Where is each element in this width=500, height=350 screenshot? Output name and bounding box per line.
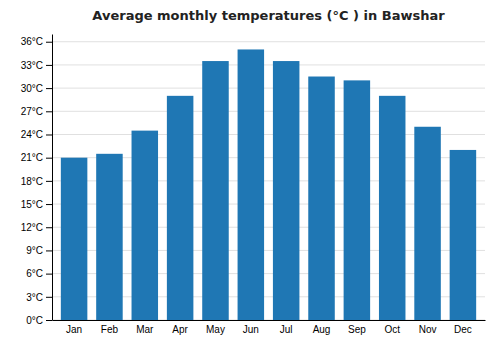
y-tick: 12°C <box>21 222 52 233</box>
x-axis-line <box>53 320 486 321</box>
x-tick: Feb <box>101 324 119 335</box>
x-tick: Aug <box>313 324 331 335</box>
x-tick: Jun <box>243 324 259 335</box>
x-tick-label: Sep <box>348 324 366 335</box>
y-tick-mark <box>46 227 52 228</box>
bar <box>202 61 229 320</box>
y-tick-label: 15°C <box>21 199 43 210</box>
y-tick-mark <box>46 65 52 66</box>
grid <box>52 42 485 320</box>
y-tick-label: 0°C <box>26 315 43 326</box>
y-tick-label: 21°C <box>21 152 43 163</box>
grid-line <box>52 41 485 42</box>
y-tick: 15°C <box>21 199 52 210</box>
y-tick-label: 3°C <box>26 292 43 303</box>
y-tick: 30°C <box>21 83 52 94</box>
y-tick-label: 30°C <box>21 83 43 94</box>
y-tick: 9°C <box>26 245 52 256</box>
x-tick-label: Dec <box>454 324 472 335</box>
y-tick-label: 12°C <box>21 222 43 233</box>
grid-line <box>52 64 485 65</box>
y-tick-label: 27°C <box>21 106 43 117</box>
chart: 0°C 3°C 6°C 9°C 12°C 15°C 18°C 21°C 24°C 27°C 30°C… <box>0 0 500 350</box>
y-tick-mark <box>46 297 52 298</box>
grid-line <box>52 88 485 89</box>
bar <box>96 154 123 320</box>
x-tick-label: May <box>206 324 225 335</box>
bars <box>61 49 476 320</box>
y-tick-mark <box>46 134 52 135</box>
y-tick: 6°C <box>26 268 52 279</box>
x-tick: Sep <box>348 324 366 335</box>
x-tick-label: Jan <box>66 324 82 335</box>
plot-area: 0°C 3°C 6°C 9°C 12°C 15°C 18°C 21°C 24°C 27°C 30°C… <box>21 35 486 336</box>
y-tick-label: 6°C <box>26 268 43 279</box>
x-tick: Oct <box>384 324 400 335</box>
y-axis: 0°C 3°C 6°C 9°C 12°C 15°C 18°C 21°C 24°C 27°C 30°C… <box>21 35 53 326</box>
y-tick: 27°C <box>21 106 52 117</box>
bar <box>450 150 477 320</box>
x-axis: Jan Feb Mar Apr May Jun Jul Aug Sep Oct Nov Dec <box>53 321 486 336</box>
bar <box>414 127 441 320</box>
x-tick: Apr <box>172 324 188 335</box>
y-tick-mark <box>46 111 52 112</box>
y-tick: 18°C <box>21 176 52 187</box>
x-tick-label: Nov <box>419 324 437 335</box>
x-tick: Jan <box>66 324 82 335</box>
y-tick-mark <box>46 204 52 205</box>
y-tick-mark <box>46 42 52 43</box>
y-tick-mark <box>46 181 52 182</box>
title: Average monthly temperatures (°C ) in Ba… <box>92 8 445 23</box>
y-tick-label: 18°C <box>21 176 43 187</box>
x-tick-label: Apr <box>172 324 188 335</box>
bar <box>61 158 88 320</box>
y-tick-label: 9°C <box>26 245 43 256</box>
x-tick: Jul <box>280 324 293 335</box>
y-tick-mark <box>46 274 52 275</box>
bar <box>308 77 335 320</box>
x-tick-label: Feb <box>101 324 119 335</box>
y-tick: 21°C <box>21 152 52 163</box>
y-tick-label: 33°C <box>21 60 43 71</box>
y-tick-mark <box>46 250 52 251</box>
y-tick: 33°C <box>21 60 52 71</box>
x-tick-label: Aug <box>313 324 331 335</box>
x-tick: Nov <box>419 324 437 335</box>
x-tick-label: Mar <box>136 324 154 335</box>
bar <box>379 96 406 320</box>
bar <box>344 80 371 320</box>
x-tick: Dec <box>454 324 472 335</box>
bar <box>238 49 265 320</box>
y-axis-line <box>52 35 53 321</box>
y-tick: 0°C <box>26 315 52 326</box>
grid-line <box>52 111 485 112</box>
y-tick-mark <box>46 88 52 89</box>
x-tick: May <box>206 324 225 335</box>
y-tick-mark <box>46 158 52 159</box>
y-tick: 24°C <box>21 129 52 140</box>
y-tick-mark <box>46 320 52 321</box>
x-tick: Mar <box>136 324 154 335</box>
bar <box>167 96 194 320</box>
y-tick-label: 24°C <box>21 129 43 140</box>
x-tick-label: Jun <box>243 324 259 335</box>
x-tick-label: Jul <box>280 324 293 335</box>
y-tick: 3°C <box>26 292 52 303</box>
y-tick: 36°C <box>21 36 52 47</box>
bar <box>273 61 300 320</box>
x-tick-label: Oct <box>384 324 400 335</box>
y-tick-label: 36°C <box>21 36 43 47</box>
bar <box>132 131 159 320</box>
